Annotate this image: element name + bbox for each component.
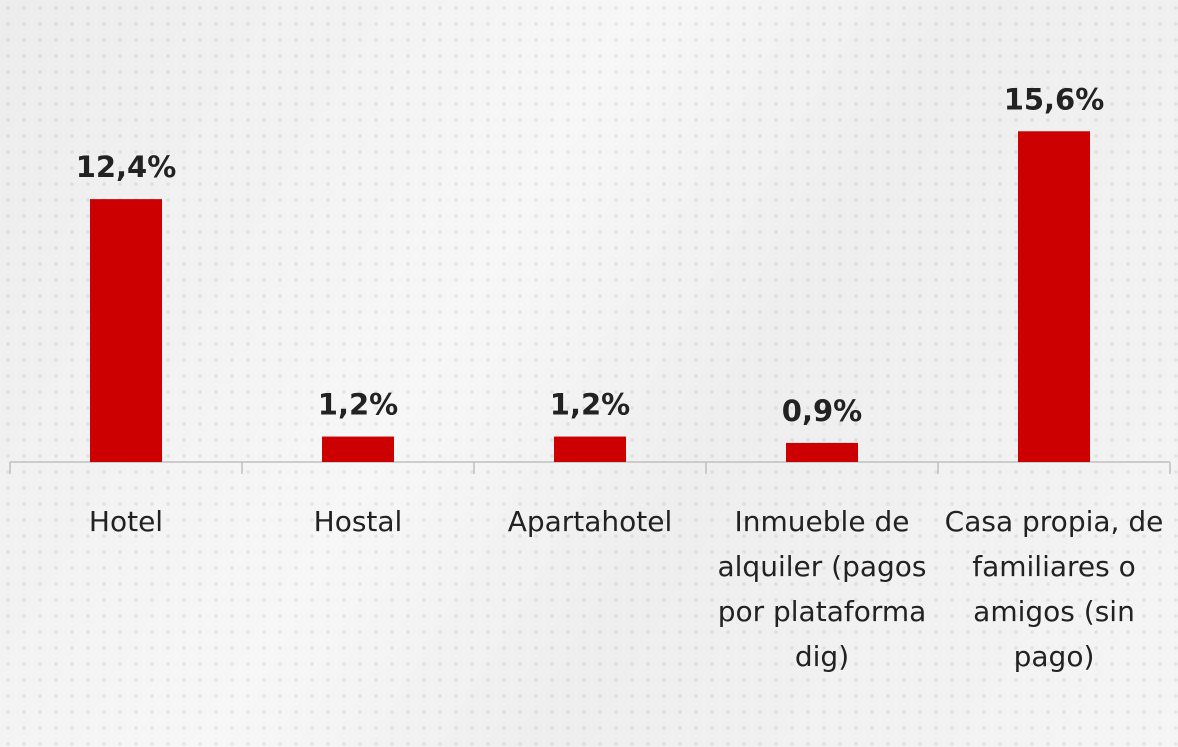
value-label: 1,2%: [318, 388, 398, 422]
value-label: 15,6%: [1004, 82, 1105, 116]
value-label: 1,2%: [550, 388, 630, 422]
bar: [322, 436, 394, 462]
category-label: Casa propia, de familiares o amigos (sin…: [944, 505, 1164, 673]
category-label: Inmueble de alquiler (pagos por platafor…: [717, 505, 927, 673]
bar: [554, 436, 626, 462]
bar: [786, 442, 858, 462]
category-label: Hotel: [88, 505, 164, 538]
value-label: 12,4%: [76, 150, 177, 184]
bar: [90, 199, 162, 462]
bar: [1018, 131, 1090, 462]
value-label: 0,9%: [782, 394, 862, 428]
category-label: Apartahotel: [507, 505, 673, 538]
category-label: Hostal: [313, 505, 403, 538]
